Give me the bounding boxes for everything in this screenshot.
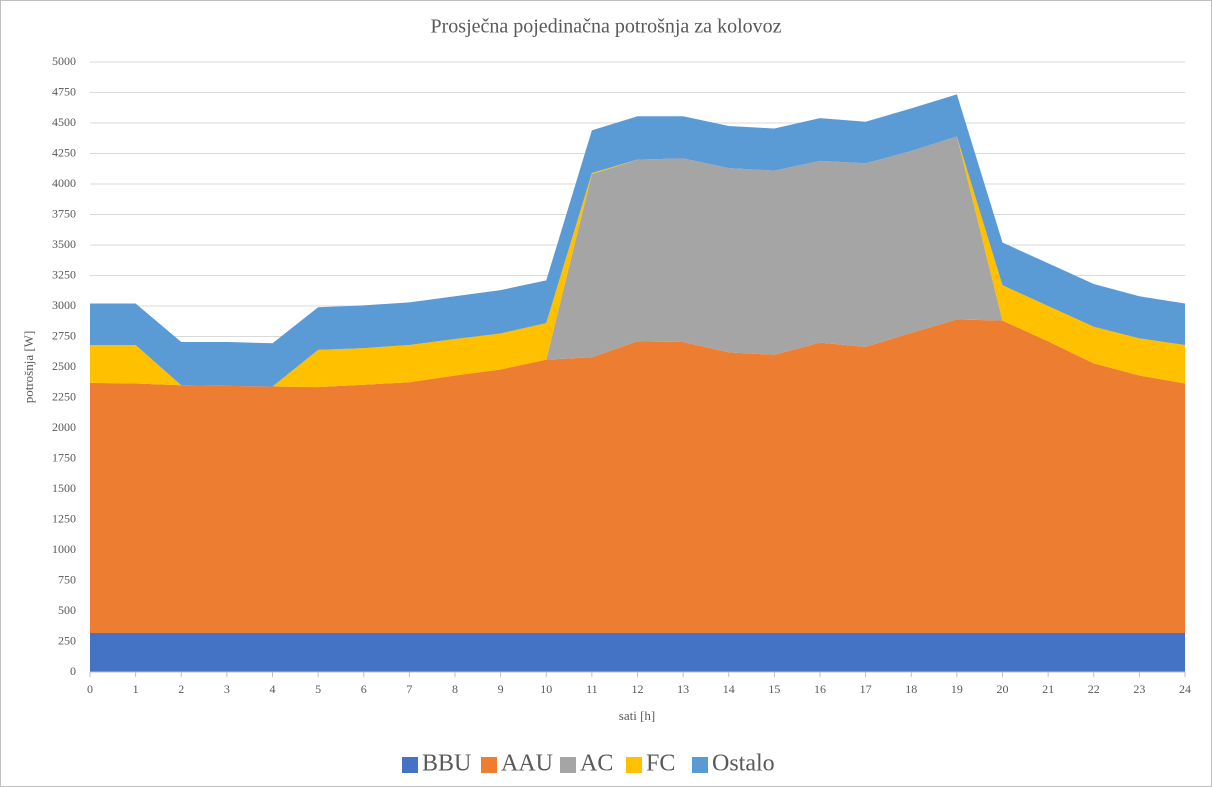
x-tick-label: 15 xyxy=(768,682,780,696)
x-tick-label: 18 xyxy=(905,682,917,696)
x-tick-label: 3 xyxy=(224,682,230,696)
y-tick-label: 4250 xyxy=(52,145,76,159)
legend-swatch xyxy=(626,757,642,773)
x-tick-label: 8 xyxy=(452,682,458,696)
x-tick-label: 10 xyxy=(540,682,552,696)
x-tick-label: 22 xyxy=(1088,682,1100,696)
y-tick-label: 1000 xyxy=(52,542,76,556)
x-tick-label: 24 xyxy=(1179,682,1191,696)
y-tick-label: 2500 xyxy=(52,359,76,373)
x-tick-label: 21 xyxy=(1042,682,1054,696)
x-tick-label: 7 xyxy=(406,682,412,696)
x-axis-label: sati [h] xyxy=(619,708,655,723)
legend-swatch xyxy=(692,757,708,773)
chart-title: Prosječna pojedinačna potrošnja za kolov… xyxy=(431,16,782,38)
x-tick-label: 19 xyxy=(951,682,963,696)
y-tick-label: 0 xyxy=(70,664,76,678)
y-axis-label: potrošnja [W] xyxy=(21,331,36,404)
legend-label: AC xyxy=(580,751,613,777)
y-tick-label: 1250 xyxy=(52,511,76,525)
area xyxy=(90,136,1185,388)
legend-label: Ostalo xyxy=(712,751,775,777)
x-tick-label: 4 xyxy=(270,682,276,696)
y-tick-label: 1500 xyxy=(52,481,76,495)
legend-swatch xyxy=(560,757,576,773)
y-tick-label: 3250 xyxy=(52,267,76,281)
x-tick-label: 20 xyxy=(997,682,1009,696)
y-tick-label: 4000 xyxy=(52,176,76,190)
x-tick-label: 2 xyxy=(178,682,184,696)
x-tick-label: 5 xyxy=(315,682,321,696)
x-tick-label: 16 xyxy=(814,682,826,696)
legend-label: BBU xyxy=(422,751,471,777)
y-tick-label: 500 xyxy=(58,603,76,617)
x-tick-label: 14 xyxy=(723,682,735,696)
x-tick-label: 0 xyxy=(87,682,93,696)
y-tick-label: 4750 xyxy=(52,84,76,98)
area xyxy=(90,94,1185,387)
area xyxy=(90,632,1185,672)
y-tick-label: 3000 xyxy=(52,298,76,312)
area xyxy=(90,319,1185,633)
y-tick-label: 3750 xyxy=(52,206,76,220)
x-tick-label: 11 xyxy=(586,682,598,696)
y-tick-label: 1750 xyxy=(52,450,76,464)
legend-label: FC xyxy=(646,751,675,777)
y-tick-label: 250 xyxy=(58,633,76,647)
x-tick-label: 13 xyxy=(677,682,689,696)
y-tick-label: 2000 xyxy=(52,420,76,434)
y-tick-label: 5000 xyxy=(52,54,76,68)
y-tick-label: 3500 xyxy=(52,237,76,251)
y-tick-label: 4500 xyxy=(52,115,76,129)
legend-swatch xyxy=(402,757,418,773)
x-tick-label: 23 xyxy=(1133,682,1145,696)
legend-swatch xyxy=(481,757,497,773)
x-tick-label: 12 xyxy=(632,682,644,696)
legend-label: AAU xyxy=(501,751,553,777)
x-tick-label: 17 xyxy=(860,682,872,696)
x-tick-label: 6 xyxy=(361,682,367,696)
x-tick-label: 1 xyxy=(133,682,139,696)
x-tick-label: 9 xyxy=(498,682,504,696)
y-tick-label: 750 xyxy=(58,572,76,586)
y-tick-label: 2750 xyxy=(52,328,76,342)
y-tick-label: 2250 xyxy=(52,389,76,403)
